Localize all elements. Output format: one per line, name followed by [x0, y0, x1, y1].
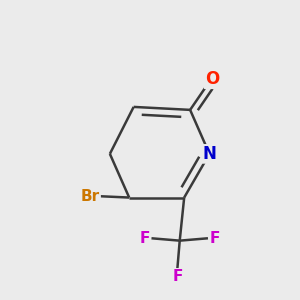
Text: Br: Br: [81, 189, 100, 204]
Text: N: N: [202, 145, 216, 163]
Text: F: F: [140, 231, 150, 246]
Text: F: F: [172, 269, 182, 284]
Text: F: F: [209, 231, 220, 246]
Text: O: O: [205, 70, 219, 88]
